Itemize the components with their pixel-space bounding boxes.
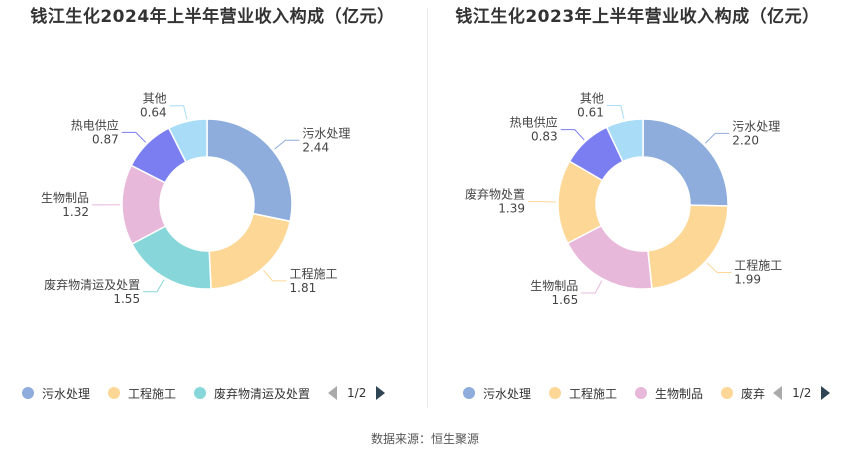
slice-value-label: 1.55 — [113, 292, 140, 306]
legend-marker — [22, 387, 34, 399]
legend-label: 废弃物清运及处置 — [214, 386, 311, 401]
slice-category-label: 工程施工 — [290, 266, 338, 281]
legend-label: 污水处理 — [483, 386, 532, 401]
next-page-icon[interactable] — [821, 386, 831, 400]
label-leader-line — [274, 139, 300, 150]
slice-category-label: 污水处理 — [302, 126, 350, 140]
legend-item[interactable]: 污水处理 — [463, 385, 531, 402]
legend-page-indicator: 1/2 — [792, 386, 812, 400]
legend-marker — [108, 387, 121, 399]
slice-category-label: 污水处理 — [732, 119, 780, 133]
slice-value-label: 0.64 — [140, 106, 167, 120]
legend-label: 污水处理 — [42, 386, 91, 401]
slice-category-label: 其他 — [143, 92, 167, 106]
donut-slice[interactable] — [642, 118, 729, 207]
legend-marker — [194, 387, 207, 399]
slice-category-label: 生物制品 — [41, 191, 89, 205]
legend-marker — [463, 387, 475, 399]
next-page-icon[interactable] — [376, 386, 386, 400]
legend-pager: 1/2 — [328, 386, 386, 400]
donut-slice[interactable] — [206, 118, 293, 223]
label-leader-line — [704, 132, 730, 144]
legend-item[interactable]: 工程施工 — [549, 385, 617, 402]
donut-slice[interactable] — [647, 204, 729, 290]
legend-pager: 1/2 — [773, 386, 831, 400]
slice-value-label: 2.44 — [302, 140, 329, 154]
legend-item[interactable]: 工程施工 — [108, 385, 176, 402]
slice-value-label: 0.87 — [92, 132, 119, 146]
donut-slice[interactable] — [605, 118, 644, 163]
slice-value-label: 2.20 — [732, 133, 759, 147]
legend-marker — [721, 387, 734, 399]
data-source-note: 数据来源：恒生聚源 — [370, 432, 479, 446]
legend-page-indicator: 1/2 — [347, 386, 367, 400]
label-leader-line — [263, 269, 287, 282]
legend: 污水处理 工程施工 生物制品 废弃 1/2 — [463, 382, 831, 404]
label-leader-line — [143, 279, 165, 293]
legend-label: 工程施工 — [128, 386, 177, 401]
label-leader-line — [706, 262, 732, 273]
label-leader-line — [606, 104, 625, 120]
panel-divider — [427, 8, 428, 408]
slice-value-label: 0.83 — [531, 130, 558, 144]
slice-value-label: 1.32 — [62, 205, 89, 219]
legend-item[interactable]: 污水处理 — [22, 385, 90, 402]
slice-category-label: 废弃物清运及处置 — [44, 277, 140, 292]
label-leader-line — [560, 129, 585, 141]
slice-value-label: 1.39 — [498, 202, 525, 216]
slice-value-label: 0.61 — [577, 105, 604, 119]
label-leader-line — [121, 131, 147, 143]
slice-category-label: 热电供应 — [71, 117, 119, 132]
prev-page-icon[interactable] — [328, 386, 338, 400]
label-leader-line — [581, 280, 603, 294]
legend-label: 废弃 — [741, 386, 766, 401]
legend-item[interactable]: 废弃物清运及处置 — [194, 385, 310, 402]
legend-marker — [549, 387, 562, 399]
slice-category-label: 废弃物处置 — [465, 187, 525, 202]
legend: 污水处理 工程施工 废弃物清运及处置 1/2 — [22, 382, 386, 404]
chart-panel-2024: 钱江生化2024年上半年营业收入构成（亿元） 污水处理 2.44 工程施工 1.81 废… — [0, 0, 425, 420]
chart-panel-2023: 钱江生化2023年上半年营业收入构成（亿元） 污水处理 2.20 工程施工 1.99 生… — [425, 0, 850, 420]
label-leader-line — [169, 105, 188, 120]
slice-category-label: 工程施工 — [734, 257, 782, 272]
slice-value-label: 1.99 — [734, 272, 761, 286]
slice-value-label: 1.65 — [551, 293, 578, 307]
donut-slice[interactable] — [208, 212, 292, 290]
chart-title: 钱江生化2023年上半年营业收入构成（亿元） — [455, 7, 820, 27]
prev-page-icon[interactable] — [773, 386, 783, 400]
slice-value-label: 1.81 — [290, 281, 317, 295]
legend-label: 工程施工 — [569, 386, 618, 401]
donut-slice[interactable] — [167, 118, 208, 164]
slice-category-label: 生物制品 — [530, 279, 578, 293]
chart-title: 钱江生化2024年上半年营业收入构成（亿元） — [30, 7, 395, 27]
slice-category-label: 其他 — [580, 91, 604, 105]
legend-marker — [635, 387, 648, 399]
legend-item[interactable]: 废弃 — [721, 385, 765, 402]
legend-item[interactable]: 生物制品 — [635, 385, 703, 402]
slice-category-label: 热电供应 — [510, 115, 558, 130]
legend-label: 生物制品 — [655, 386, 704, 401]
